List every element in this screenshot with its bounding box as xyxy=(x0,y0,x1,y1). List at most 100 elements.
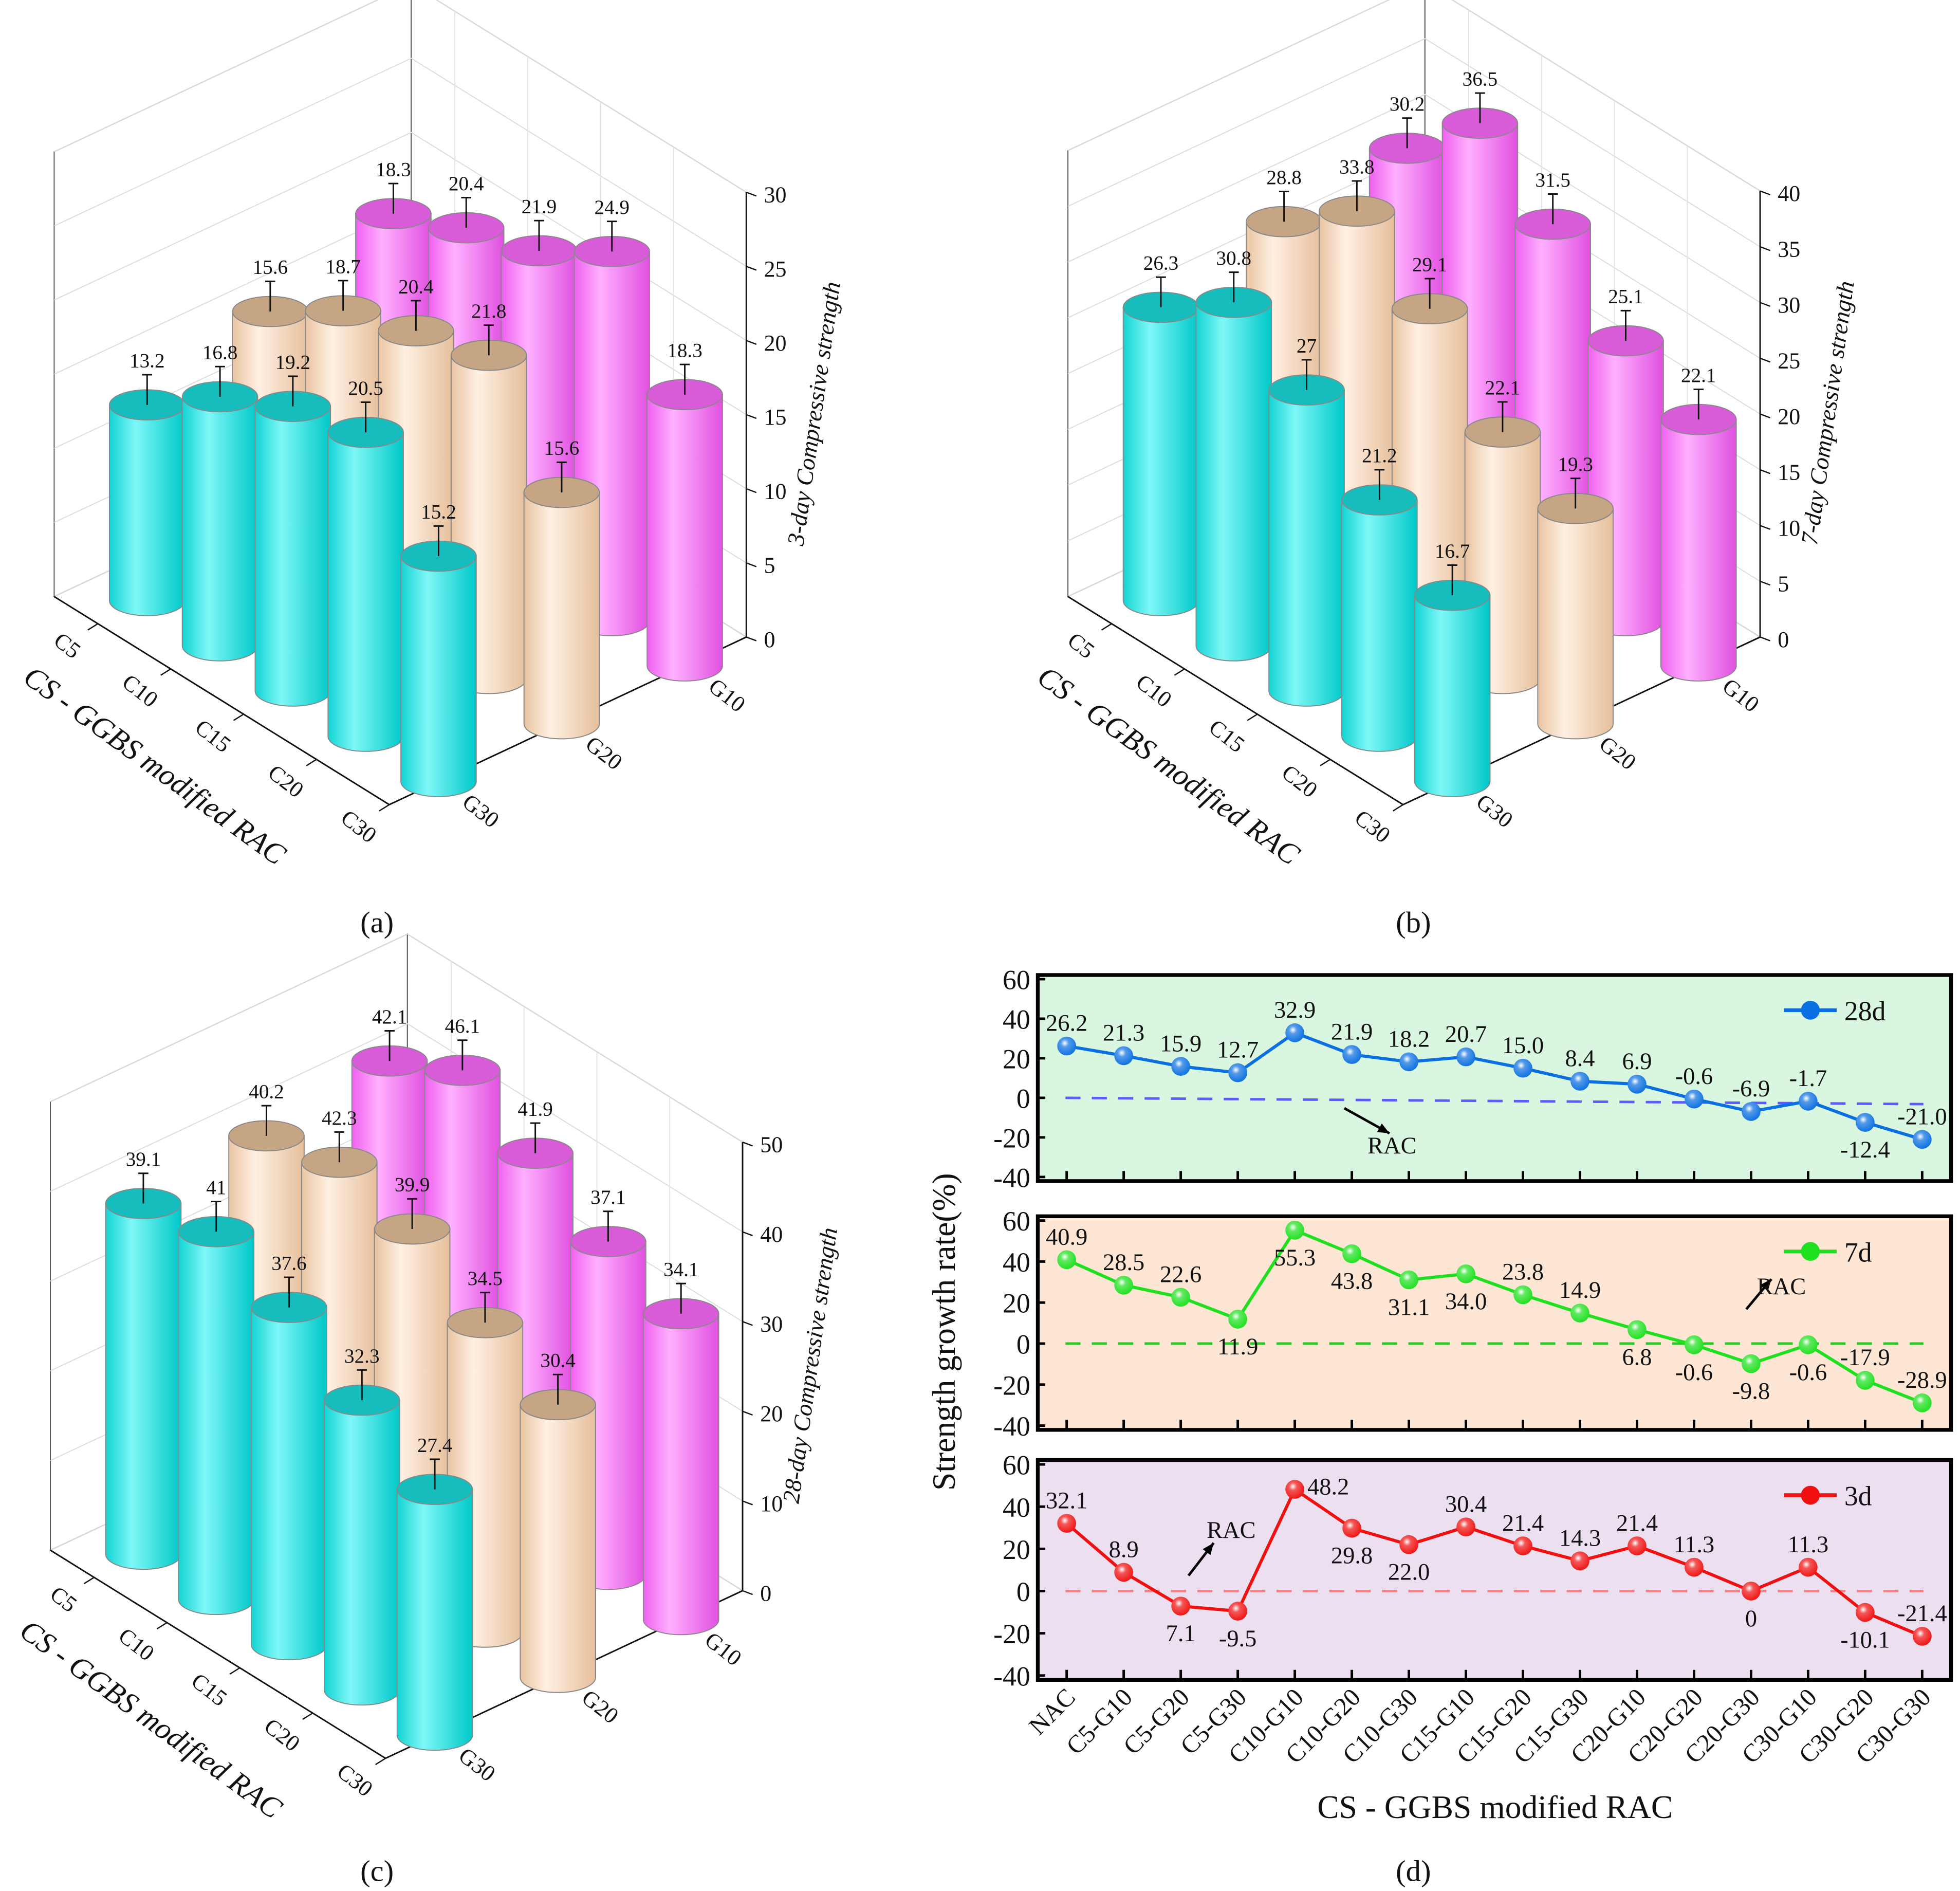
data-point-highlight xyxy=(1114,1563,1133,1582)
cylinder-body xyxy=(1414,595,1491,797)
value-label: 16.7 xyxy=(1435,540,1470,562)
value-label: 33.8 xyxy=(1339,156,1374,178)
cylinder-body xyxy=(105,1203,182,1570)
data-label: 23.8 xyxy=(1502,1259,1544,1286)
y-tick-label: -40 xyxy=(993,1162,1030,1193)
data-point-highlight xyxy=(1456,1047,1475,1067)
x-tick xyxy=(83,1576,95,1585)
data-point-highlight xyxy=(1742,1102,1761,1121)
g-tick-label: G30 xyxy=(1471,789,1518,833)
data-point-highlight xyxy=(1628,1536,1647,1555)
z-tick-label: 30 xyxy=(1778,292,1800,318)
data-label: 12.7 xyxy=(1217,1037,1259,1063)
value-label: 26.3 xyxy=(1143,252,1178,274)
value-label: 34.5 xyxy=(468,1268,503,1290)
data-label: 8.4 xyxy=(1565,1045,1595,1072)
gridline xyxy=(50,1023,743,1233)
rac-annotation: RAC xyxy=(1367,1133,1416,1159)
data-label: 11.3 xyxy=(1674,1532,1715,1558)
data-point-highlight xyxy=(1685,1557,1704,1577)
data-label: -17.9 xyxy=(1840,1345,1890,1371)
y-tick-label: 0 xyxy=(1016,1329,1030,1360)
legend-label: 3d xyxy=(1844,1481,1872,1512)
value-label: 20.4 xyxy=(398,276,433,298)
x-tick-label: C5 xyxy=(45,1581,82,1617)
y-tick-label: -20 xyxy=(993,1123,1030,1153)
value-label: 39.9 xyxy=(395,1174,430,1196)
z-tick-label: 10 xyxy=(1778,516,1800,541)
x-tick xyxy=(379,804,390,812)
cylinder-body xyxy=(108,404,186,616)
data-label: -12.4 xyxy=(1840,1137,1890,1163)
bar-g20-c30: 15.6 xyxy=(523,437,600,740)
data-point-highlight xyxy=(1799,1092,1818,1111)
bar-g30-c30: 15.2 xyxy=(400,501,477,797)
bar-g30-c30: 27.4 xyxy=(396,1434,473,1751)
z-tick-label: 15 xyxy=(1778,460,1800,485)
bar-g30-c10: 16.8 xyxy=(181,342,258,662)
panel-caption: (d) xyxy=(1396,1854,1431,1887)
value-label: 30.4 xyxy=(540,1349,575,1371)
value-label: 27.4 xyxy=(417,1434,452,1456)
x-tick-label: C10 xyxy=(118,669,163,712)
y-tick-label: 20 xyxy=(1003,1288,1030,1319)
z-axis-title: 7-day Compressive strength xyxy=(1797,280,1860,547)
data-point-highlight xyxy=(1342,1244,1361,1263)
legend-label: 7d xyxy=(1844,1237,1872,1268)
rac-reference-line xyxy=(1065,1096,1924,1106)
data-point-highlight xyxy=(1399,1270,1418,1290)
data-point-highlight xyxy=(1799,1557,1818,1577)
z-axis-title: 28-day Compressive strength xyxy=(778,1226,843,1505)
data-label: 22.6 xyxy=(1160,1261,1201,1288)
value-label: 18.3 xyxy=(376,158,411,180)
panel-b-7day-strength: 0 5 10 15 20 25 30 35 40 7-day Compressive streng… xyxy=(1031,0,1860,939)
cylinder-body xyxy=(323,1400,400,1706)
data-label: -0.6 xyxy=(1675,1360,1713,1386)
value-label: 21.8 xyxy=(471,300,506,322)
data-label: 32.9 xyxy=(1274,997,1316,1023)
data-label: -0.6 xyxy=(1675,1063,1713,1090)
cylinder-body xyxy=(327,432,404,752)
x-tick xyxy=(306,759,317,766)
value-label: 15.6 xyxy=(544,437,579,460)
z-tick-label: 5 xyxy=(764,553,775,578)
z-tick xyxy=(1760,302,1771,307)
legend-marker xyxy=(1801,1242,1820,1261)
cylinder-body xyxy=(1268,389,1345,707)
z-tick-label: 50 xyxy=(760,1132,783,1158)
cylinder-body xyxy=(523,492,600,740)
data-point-highlight xyxy=(1799,1335,1818,1354)
value-label: 31.5 xyxy=(1535,169,1570,191)
data-point-highlight xyxy=(1399,1535,1418,1554)
cylinder-body xyxy=(254,406,331,707)
z-tick xyxy=(746,191,757,197)
bar-g30-c20: 21.2 xyxy=(1341,445,1418,752)
bar-g10-c30: 34.1 xyxy=(642,1258,719,1636)
data-label: 14.3 xyxy=(1559,1525,1601,1551)
x-axis xyxy=(53,596,390,805)
data-point-highlight xyxy=(1570,1072,1589,1091)
gridline xyxy=(53,0,747,193)
y-tick-label: 20 xyxy=(1003,1043,1030,1074)
data-point-highlight xyxy=(1057,1514,1077,1533)
data-label: -9.8 xyxy=(1732,1379,1770,1405)
z-tick xyxy=(742,1321,753,1326)
data-point-highlight xyxy=(1228,1063,1247,1082)
y-tick-label: -40 xyxy=(993,1411,1030,1442)
data-point-highlight xyxy=(1114,1275,1133,1295)
data-point-highlight xyxy=(1399,1052,1418,1072)
panel-c-28day-strength: 0 10 20 30 40 50 28-day Compressive strength C5… xyxy=(14,933,843,1887)
data-label: -9.5 xyxy=(1219,1626,1257,1652)
z-tick xyxy=(1760,469,1771,474)
data-label: -21.0 xyxy=(1897,1104,1947,1130)
g-tick-label: G20 xyxy=(1595,731,1641,775)
x-axis xyxy=(1067,596,1404,805)
bar-g30-c5: 26.3 xyxy=(1122,252,1199,616)
data-point-highlight xyxy=(1570,1551,1589,1571)
x-tick xyxy=(233,713,244,721)
value-label: 34.1 xyxy=(663,1258,698,1280)
z-tick-label: 5 xyxy=(1778,571,1789,596)
data-label: 14.9 xyxy=(1559,1277,1601,1303)
z-tick-label: 40 xyxy=(760,1222,783,1247)
cylinder-body xyxy=(1341,499,1418,752)
